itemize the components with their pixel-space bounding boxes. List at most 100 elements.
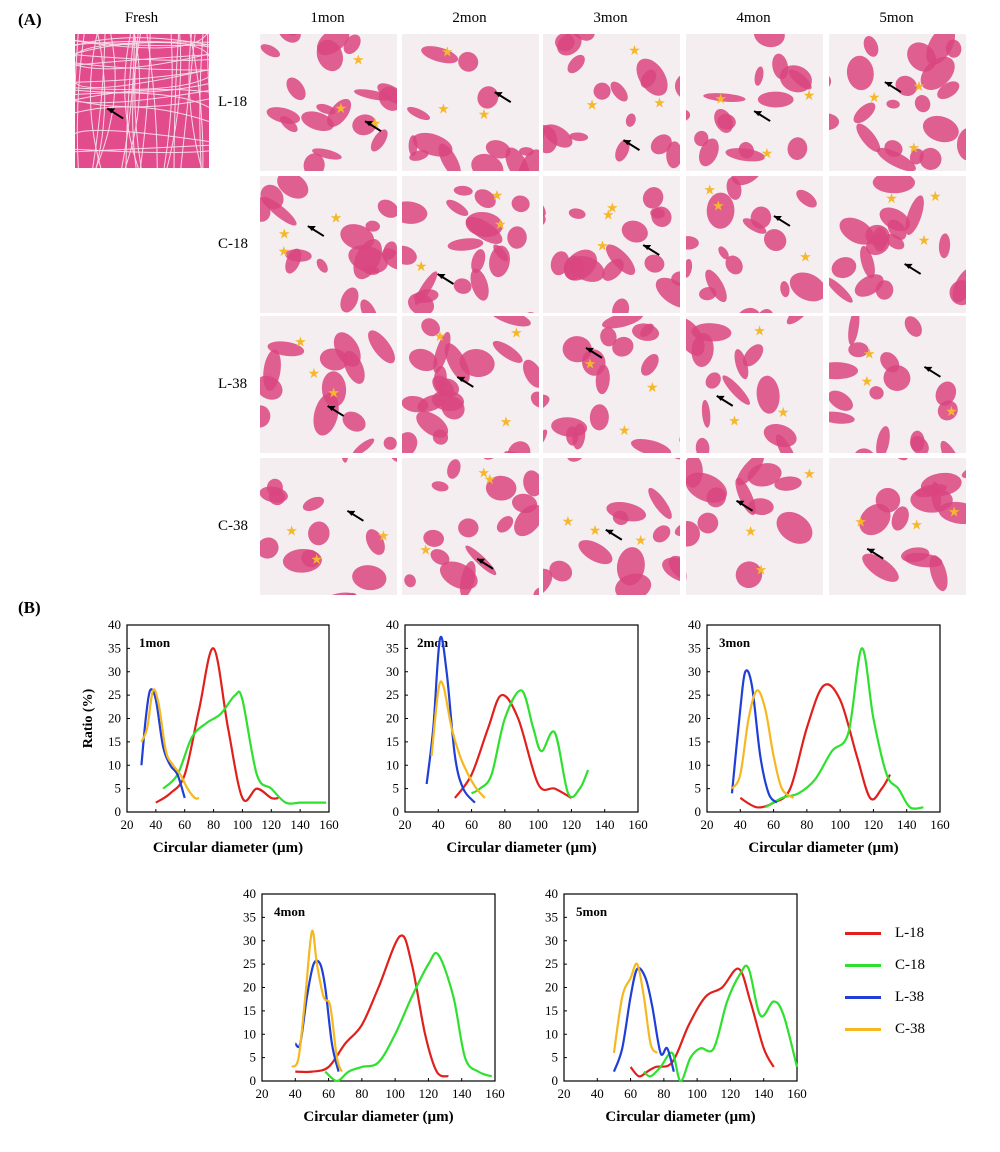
svg-text:★: ★ [913, 80, 926, 95]
y-tick-label: 5 [115, 781, 122, 796]
y-tick-label: 10 [688, 757, 701, 772]
x-tick-label: 60 [624, 1086, 637, 1101]
column-label: 5mon [879, 10, 914, 26]
svg-text:★: ★ [929, 190, 942, 205]
x-tick-label: 160 [485, 1086, 505, 1101]
column-label: 1mon [310, 10, 345, 26]
y-tick-label: 30 [243, 933, 256, 948]
column-label: 3mon [593, 10, 628, 26]
chart-title: 1mon [139, 635, 171, 650]
micrograph: ★ ★ ★ [402, 176, 539, 313]
y-tick-label: 0 [552, 1073, 559, 1088]
x-tick-label: 160 [787, 1086, 807, 1101]
y-tick-label: 30 [386, 664, 399, 679]
x-axis-label: Circular diameter (µm) [153, 840, 303, 856]
svg-text:★: ★ [714, 93, 727, 108]
y-tick-label: 5 [250, 1050, 257, 1065]
svg-text:★: ★ [441, 46, 454, 61]
svg-text:★: ★ [703, 183, 716, 198]
x-tick-label: 60 [322, 1086, 335, 1101]
x-tick-label: 160 [319, 817, 339, 832]
x-axis-label: Circular diameter (µm) [446, 840, 596, 856]
column-label: 2mon [452, 10, 487, 26]
svg-text:★: ★ [646, 381, 659, 396]
svg-text:★: ★ [799, 250, 812, 265]
y-tick-label: 20 [386, 711, 399, 726]
y-tick-label: 0 [250, 1073, 257, 1088]
y-tick-label: 40 [386, 617, 399, 632]
x-tick-label: 40 [591, 1086, 604, 1101]
y-tick-label: 25 [386, 687, 399, 702]
y-tick-label: 15 [545, 1003, 558, 1018]
y-tick-label: 10 [108, 757, 121, 772]
plot-frame [126, 624, 330, 813]
x-tick-label: 100 [830, 817, 850, 832]
svg-text:★: ★ [861, 375, 874, 390]
y-tick-label: 40 [688, 617, 701, 632]
chart-3mon: 0 5 10 15 20 25 30 35 40 20 40 60 80 100 120 140 160 3mon… [688, 617, 950, 856]
svg-text:★: ★ [602, 209, 615, 224]
svg-text:★: ★ [803, 468, 816, 483]
y-tick-label: 30 [688, 664, 701, 679]
svg-text:★: ★ [500, 416, 513, 431]
micrograph: ★ ★ ★ [260, 176, 397, 313]
series-line-C-38 [430, 680, 486, 799]
y-tick-label: 0 [393, 804, 400, 819]
series-line-C-38 [291, 929, 343, 1073]
legend-label: C-18 [895, 957, 925, 973]
x-tick-label: 40 [289, 1086, 302, 1101]
x-tick-label: 160 [930, 817, 950, 832]
micrograph: ★ ★ ★ [402, 34, 539, 171]
chart-title: 4mon [274, 904, 306, 919]
svg-text:★: ★ [653, 96, 666, 111]
svg-text:★: ★ [628, 44, 641, 59]
svg-text:★: ★ [712, 199, 725, 214]
micrograph: ★ ★ ★ [402, 316, 539, 453]
micrograph: ★ ★ ★ [829, 34, 966, 171]
svg-text:★: ★ [753, 324, 766, 339]
chart-4mon: 0 5 10 15 20 25 30 35 40 20 40 60 80 100 120 140 160 4mon… [243, 886, 505, 1125]
x-tick-label: 80 [207, 817, 220, 832]
legend-label: C-38 [895, 1021, 925, 1037]
micrograph: ★ ★ ★ [686, 176, 823, 313]
x-tick-label: 20 [256, 1086, 269, 1101]
series-line-L-38 [730, 669, 778, 804]
micrograph: ★ ★ ★ [829, 458, 966, 595]
y-tick-label: 25 [108, 687, 121, 702]
x-tick-label: 60 [767, 817, 780, 832]
svg-text:★: ★ [634, 534, 647, 549]
plot-frame [563, 893, 798, 1082]
svg-text:★: ★ [868, 91, 881, 106]
chart-title: 3mon [719, 635, 751, 650]
svg-text:★: ★ [510, 326, 523, 341]
svg-text:★: ★ [854, 515, 867, 530]
x-axis-label: Circular diameter (µm) [605, 1109, 755, 1125]
svg-text:★: ★ [478, 108, 491, 123]
plot-frame [404, 624, 639, 813]
x-tick-label: 100 [528, 817, 548, 832]
svg-text:★: ★ [863, 348, 876, 363]
svg-text:★: ★ [562, 515, 575, 530]
y-tick-label: 25 [243, 956, 256, 971]
y-tick-label: 0 [695, 804, 702, 819]
x-tick-label: 80 [355, 1086, 368, 1101]
y-tick-label: 15 [386, 734, 399, 749]
x-axis-label: Circular diameter (µm) [748, 840, 898, 856]
x-tick-label: 60 [178, 817, 191, 832]
svg-text:★: ★ [885, 192, 898, 207]
y-tick-label: 20 [243, 980, 256, 995]
svg-text:★: ★ [377, 530, 390, 545]
series-line-L-18 [155, 647, 279, 804]
y-tick-label: 30 [545, 933, 558, 948]
micrograph: ★ ★ ★ [543, 316, 680, 453]
svg-text:★: ★ [606, 202, 619, 217]
micrograph: ★ ★ ★ [260, 458, 397, 595]
svg-text:★: ★ [437, 102, 450, 117]
svg-text:★: ★ [310, 553, 323, 568]
x-axis-label: Circular diameter (µm) [303, 1109, 453, 1125]
y-tick-label: 40 [108, 617, 121, 632]
x-tick-label: 20 [558, 1086, 571, 1101]
legend-label: L-38 [895, 989, 925, 1005]
y-tick-label: 0 [115, 804, 122, 819]
